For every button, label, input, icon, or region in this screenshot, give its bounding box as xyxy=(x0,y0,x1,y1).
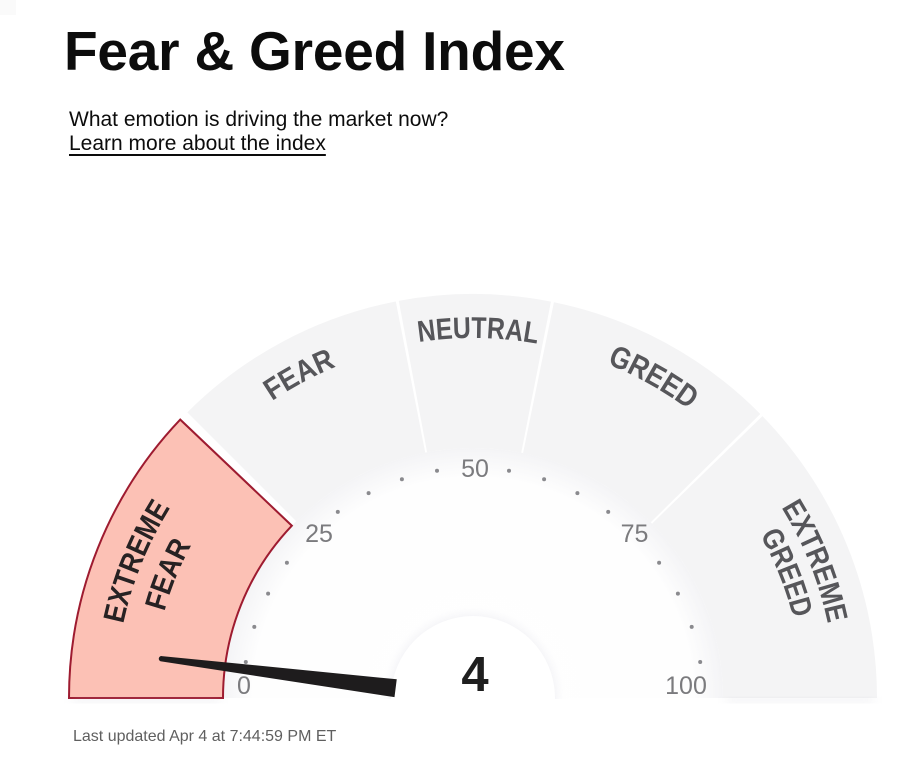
svg-text:0: 0 xyxy=(237,672,251,700)
svg-text:NEUTRAL: NEUTRAL xyxy=(415,312,541,351)
svg-text:100: 100 xyxy=(665,672,707,700)
svg-text:75: 75 xyxy=(621,520,649,548)
svg-text:50: 50 xyxy=(461,455,489,483)
svg-text:25: 25 xyxy=(305,520,333,548)
svg-text:4: 4 xyxy=(461,648,488,702)
